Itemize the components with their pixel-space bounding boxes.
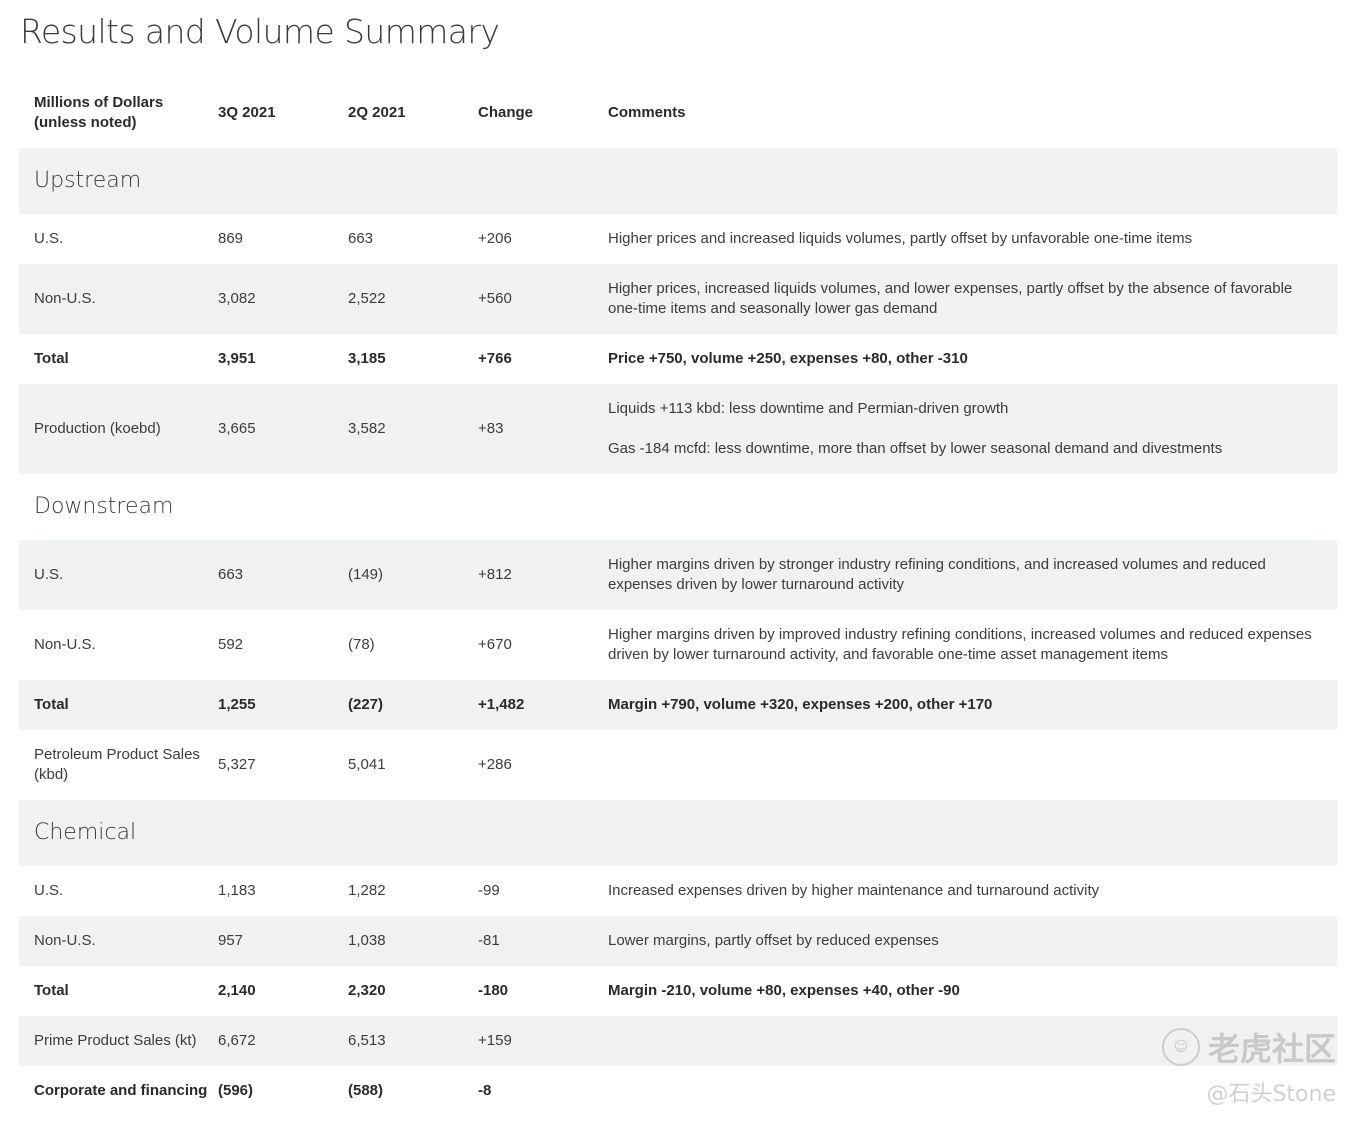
value-change: +206 <box>478 230 512 247</box>
row-label: Total <box>34 982 69 999</box>
watermark-author: @石头Stone <box>1206 1082 1336 1107</box>
value-2q: 663 <box>348 230 374 247</box>
header-3q-2021: 3Q 2021 <box>218 104 276 121</box>
value-2q: (78) <box>348 636 375 653</box>
value-3q: 3,665 <box>218 384 348 474</box>
row-label: Total <box>19 680 218 730</box>
value-2q: 2,522 <box>348 264 478 334</box>
row-label: Production (koebd) <box>19 384 218 474</box>
value-2q: (149) <box>348 540 478 610</box>
table-row: U.S. 869 663 +206 Higher prices and incr… <box>19 214 1337 264</box>
value-3q: 663 <box>218 540 348 610</box>
results-table: Millions of Dollars (unless noted) 3Q 202… <box>19 78 1337 1116</box>
table-row: Production (koebd) 3,665 3,582 +83 Liqui… <box>19 384 1337 474</box>
row-label: Petroleum Product Sales (kbd) <box>34 746 200 783</box>
header-2q-2021: 2Q 2021 <box>348 104 406 121</box>
comment-gas: Gas -184 mcfd: less downtime, more than … <box>608 440 1223 457</box>
value-change: +812 <box>478 540 608 610</box>
value-2q: 6,513 <box>348 1016 478 1066</box>
comment: Margin +790, volume +320, expenses +200,… <box>608 680 1337 730</box>
section-downstream: Downstream <box>19 474 1337 540</box>
row-label: U.S. <box>19 540 218 610</box>
value-3q: 592 <box>218 636 244 653</box>
comment: Liquids +113 kbd: less downtime and Perm… <box>608 384 1337 474</box>
table-row: U.S. 1,183 1,282 -99 Increased expenses … <box>19 866 1337 916</box>
section-title: Chemical <box>19 800 1337 866</box>
value-3q: 2,140 <box>218 982 256 999</box>
row-label: Prime Product Sales (kt) <box>19 1016 218 1066</box>
value-change: +1,482 <box>478 680 608 730</box>
table-row: Petroleum Product Sales (kbd) 5,327 5,04… <box>19 730 1337 800</box>
value-change: +670 <box>478 636 512 653</box>
value-3q: 3,951 <box>218 350 256 367</box>
value-2q: 3,582 <box>348 384 478 474</box>
section-upstream: Upstream <box>19 148 1337 214</box>
value-change: +766 <box>478 350 512 367</box>
value-change: +560 <box>478 264 608 334</box>
table-row-total: Total 1,255 (227) +1,482 Margin +790, vo… <box>19 680 1337 730</box>
section-title: Downstream <box>34 494 174 519</box>
table-row: Non-U.S. 592 (78) +670 Higher margins dr… <box>19 610 1337 680</box>
value-3q: 1,255 <box>218 680 348 730</box>
comment: Higher prices and increased liquids volu… <box>608 230 1193 247</box>
value-change: -8 <box>478 1082 492 1099</box>
comment-liquids: Liquids +113 kbd: less downtime and Perm… <box>608 400 1009 417</box>
comment: Margin -210, volume +80, expenses +40, o… <box>608 982 960 999</box>
value-3q: 6,672 <box>218 1016 348 1066</box>
value-2q: (588) <box>348 1082 384 1099</box>
value-2q: 1,038 <box>348 916 478 966</box>
value-3q: 1,183 <box>218 882 256 899</box>
header-change: Change <box>478 104 534 121</box>
comment: Lower margins, partly offset by reduced … <box>608 916 1337 966</box>
value-change: +286 <box>478 756 512 773</box>
comment: Increased expenses driven by higher main… <box>608 882 1100 899</box>
row-label: Non-U.S. <box>19 264 218 334</box>
row-label: U.S. <box>34 230 64 247</box>
header-row: Millions of Dollars (unless noted) 3Q 202… <box>19 78 1337 148</box>
watermark-brand: 老虎社区 <box>1207 1030 1336 1068</box>
table-row: Prime Product Sales (kt) 6,672 6,513 +15… <box>19 1016 1337 1066</box>
value-change: -180 <box>478 982 509 999</box>
value-change: -81 <box>478 916 608 966</box>
value-change: +159 <box>478 1016 608 1066</box>
table-row: U.S. 663 (149) +812 Higher margins drive… <box>19 540 1337 610</box>
row-label: Non-U.S. <box>19 916 218 966</box>
comment <box>608 730 1337 800</box>
page-title: Results and Volume Summary <box>20 12 500 51</box>
row-label: Non-U.S. <box>34 636 96 653</box>
value-2q: 5,041 <box>348 756 386 773</box>
table-row-corporate: Corporate and financing (596) (588) -8 <box>19 1066 1337 1116</box>
section-title: Upstream <box>19 148 1337 214</box>
comment: Higher prices, increased liquids volumes… <box>608 264 1337 334</box>
row-label: Corporate and financing <box>34 1082 208 1099</box>
value-3q: 3,082 <box>218 264 348 334</box>
value-2q: (227) <box>348 680 478 730</box>
value-3q: 5,327 <box>218 756 256 773</box>
tiger-logo-icon: ☺ <box>1161 1028 1200 1066</box>
value-3q: (596) <box>218 1082 254 1099</box>
comment: Price +750, volume +250, expenses +80, o… <box>608 350 968 367</box>
watermark: ☺ 老虎社区 @石头Stone <box>1161 1024 1336 1108</box>
table-row: Non-U.S. 957 1,038 -81 Lower margins, pa… <box>19 916 1337 966</box>
row-label: Total <box>34 350 69 367</box>
value-change: -99 <box>478 882 500 899</box>
value-3q: 957 <box>218 916 348 966</box>
value-2q: 3,185 <box>348 350 386 367</box>
value-change: +83 <box>478 384 608 474</box>
value-2q: 1,282 <box>348 882 386 899</box>
row-label: U.S. <box>34 882 64 899</box>
header-units: Millions of Dollars (unless noted) <box>34 94 164 131</box>
comment <box>608 1016 1337 1066</box>
header-comments: Comments <box>608 104 686 121</box>
table-row-total: Total 2,140 2,320 -180 Margin -210, volu… <box>19 966 1337 1016</box>
section-chemical: Chemical <box>19 800 1337 866</box>
value-3q: 869 <box>218 230 244 247</box>
comment: Higher margins driven by stronger indust… <box>608 540 1337 610</box>
table-row-total: Total 3,951 3,185 +766 Price +750, volum… <box>19 334 1337 384</box>
comment: Higher margins driven by improved indust… <box>608 626 1312 663</box>
table-row: Non-U.S. 3,082 2,522 +560 Higher prices,… <box>19 264 1337 334</box>
value-2q: 2,320 <box>348 982 386 999</box>
